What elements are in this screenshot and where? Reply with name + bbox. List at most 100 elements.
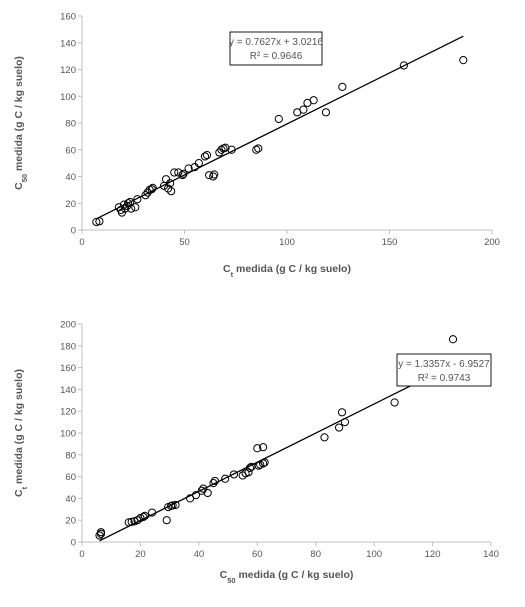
x-tick-label: 40 <box>194 549 205 560</box>
y-tick-label: 40 <box>65 494 76 505</box>
data-point <box>245 463 255 472</box>
data-point <box>337 408 347 417</box>
data-point <box>200 152 210 161</box>
data-point <box>127 204 136 213</box>
data-point <box>253 444 262 453</box>
regression-equation: y = 1.3357x - 6.9527 <box>398 359 490 370</box>
x-tick-label: 150 <box>382 237 398 248</box>
data-point <box>260 458 269 467</box>
data-point <box>340 418 350 427</box>
data-point <box>210 476 220 486</box>
data-point <box>227 145 236 154</box>
y-tick-label: 80 <box>65 119 76 130</box>
data-point <box>166 179 175 188</box>
scatter-chart-top: 0 50 100 150 200 0 20 40 60 80 100 120 140 160 y = 0.7… <box>13 12 500 279</box>
data-point <box>92 217 101 227</box>
x-tick-label: 120 <box>425 549 441 560</box>
y-tick-label: 100 <box>60 92 76 103</box>
data-point <box>179 169 188 178</box>
data-point <box>131 203 140 212</box>
r-squared-label: R² = 0.9646 <box>250 51 303 62</box>
data-point <box>309 96 318 105</box>
data-point <box>259 459 268 468</box>
data-point <box>338 82 347 91</box>
y-tick-label: 0 <box>71 226 76 237</box>
data-point <box>162 516 171 525</box>
x-tick-label: 140 <box>483 549 499 560</box>
data-point <box>148 508 157 517</box>
x-tick-label: 50 <box>179 237 190 248</box>
data-point <box>96 528 106 537</box>
data-point <box>178 171 187 180</box>
data-point <box>217 145 226 154</box>
x-tick-label: 80 <box>310 549 321 560</box>
y-tick-label: 160 <box>60 363 76 374</box>
y-tick-label: 20 <box>65 199 76 210</box>
data-point <box>209 172 218 181</box>
y-tick-label: 60 <box>65 145 76 156</box>
data-point <box>221 474 230 483</box>
equation-box <box>229 31 323 66</box>
x-tick-label: 20 <box>135 549 146 560</box>
data-point <box>96 529 106 538</box>
y-tick-label: 0 <box>71 538 76 549</box>
trendline <box>99 364 454 542</box>
y-axis-title: Ct medida (g C / kg suelo) <box>13 369 29 497</box>
y-tick-label: 120 <box>60 65 76 76</box>
y-tick-label: 60 <box>65 472 76 483</box>
data-point <box>252 145 261 154</box>
x-tick-label: 0 <box>79 549 84 560</box>
data-point <box>184 164 193 173</box>
data-point <box>321 108 331 117</box>
data-point <box>459 56 468 65</box>
data-point <box>194 159 203 168</box>
data-point <box>203 488 212 498</box>
data-point <box>334 423 344 432</box>
y-tick-label: 160 <box>60 12 76 23</box>
y-tick-label: 100 <box>60 429 76 440</box>
data-point <box>168 501 177 510</box>
data-point <box>202 151 212 160</box>
data-point <box>274 114 283 124</box>
data-point <box>197 486 206 495</box>
data-point <box>448 335 458 344</box>
x-axis-title: C50 medida (g C / kg suelo) <box>220 569 354 585</box>
y-tick-label: 40 <box>65 172 76 183</box>
data-point <box>95 217 104 226</box>
y-tick-label: 180 <box>60 341 76 352</box>
data-point <box>127 517 136 526</box>
x-tick-label: 100 <box>279 237 295 248</box>
data-point <box>161 175 171 184</box>
y-tick-label: 140 <box>60 385 76 396</box>
data-point <box>209 479 218 488</box>
r-squared-label: R² = 0.9743 <box>418 373 471 384</box>
data-point <box>171 500 180 510</box>
data-point <box>148 183 157 192</box>
data-point <box>167 187 176 196</box>
data-point <box>199 484 208 493</box>
data-point <box>174 168 183 177</box>
y-tick-label: 120 <box>60 407 76 418</box>
data-point <box>191 491 201 500</box>
data-point <box>299 105 308 114</box>
data-point <box>210 170 219 179</box>
data-point <box>259 443 268 452</box>
data-point <box>140 511 149 520</box>
x-tick-label: 200 <box>484 237 500 248</box>
data-point <box>170 168 179 177</box>
data-point <box>229 470 239 479</box>
data-point <box>390 398 399 407</box>
trendline <box>96 35 464 220</box>
x-axis-title: Ct medida (g C / kg suelo) <box>223 263 351 279</box>
data-point <box>147 185 156 194</box>
y-tick-label: 20 <box>65 516 76 527</box>
data-point <box>205 171 214 180</box>
equation-box <box>396 353 492 387</box>
data-point <box>399 61 408 70</box>
data-point <box>124 518 133 527</box>
y-tick-label: 140 <box>60 38 76 49</box>
y-axis-title: C50 medida (g C / kg suelo) <box>13 56 29 190</box>
data-point <box>320 433 329 442</box>
y-tick-label: 200 <box>60 320 76 331</box>
x-tick-label: 60 <box>252 549 263 560</box>
